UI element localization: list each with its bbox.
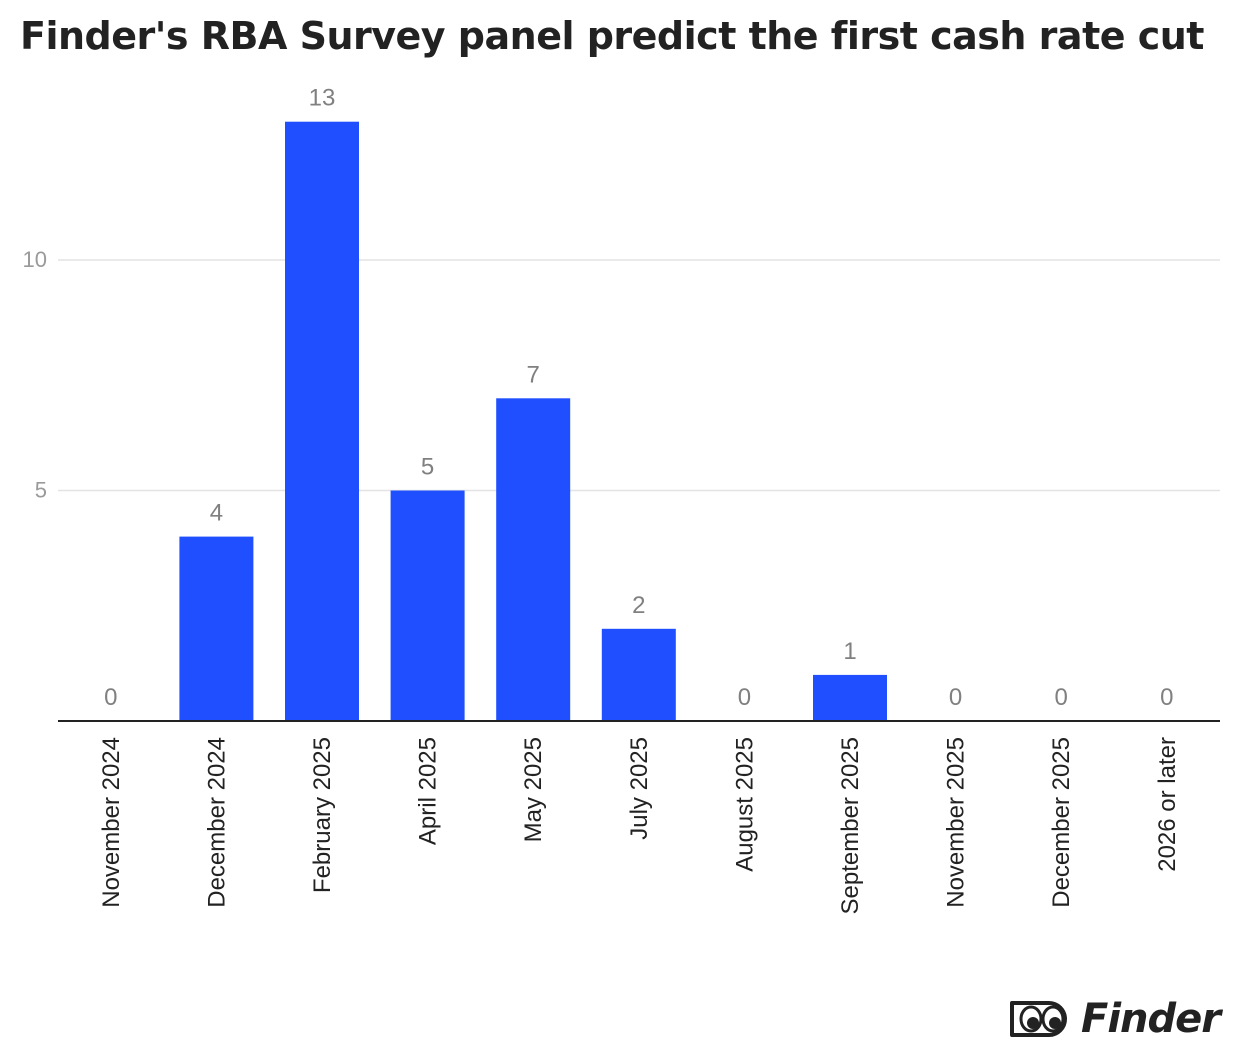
x-tick-label: April 2025 [415,737,442,845]
eyes-logo-icon [1010,1001,1067,1037]
x-tick-label: November 2024 [98,737,125,908]
finder-logo: Finder [1009,996,1221,1042]
data-label: 0 [949,684,962,711]
bar [285,121,359,721]
y-tick-label: 5 [35,478,47,503]
chart-title: Finder's RBA Survey panel predict the fi… [20,14,1204,58]
bar [179,536,254,721]
x-tick-label: 2026 or later [1154,737,1181,872]
bar [813,674,887,721]
data-label: 7 [527,361,540,388]
bar [390,490,465,721]
data-label: 0 [104,684,117,711]
data-label: 4 [210,500,223,527]
data-label: 5 [421,454,434,481]
data-label: 0 [1055,684,1068,711]
x-tick-label: February 2025 [309,737,336,893]
x-tick-label: July 2025 [626,737,653,840]
data-label: 0 [738,684,751,711]
x-tick-label: November 2025 [943,737,970,908]
data-label: 1 [843,638,856,665]
data-label: 2 [632,592,645,619]
x-tick-label: September 2025 [837,737,864,914]
data-label: 13 [309,85,336,112]
x-tick-label: August 2025 [731,737,758,872]
y-tick-label: 10 [23,247,47,272]
x-tick-label: December 2025 [1048,737,1075,908]
bar [496,398,571,721]
x-tick-label: December 2024 [203,737,230,908]
brand-wordmark: Finder [1081,996,1221,1042]
x-tick-label: May 2025 [520,737,547,842]
data-label: 0 [1160,684,1173,711]
bar [601,628,676,721]
